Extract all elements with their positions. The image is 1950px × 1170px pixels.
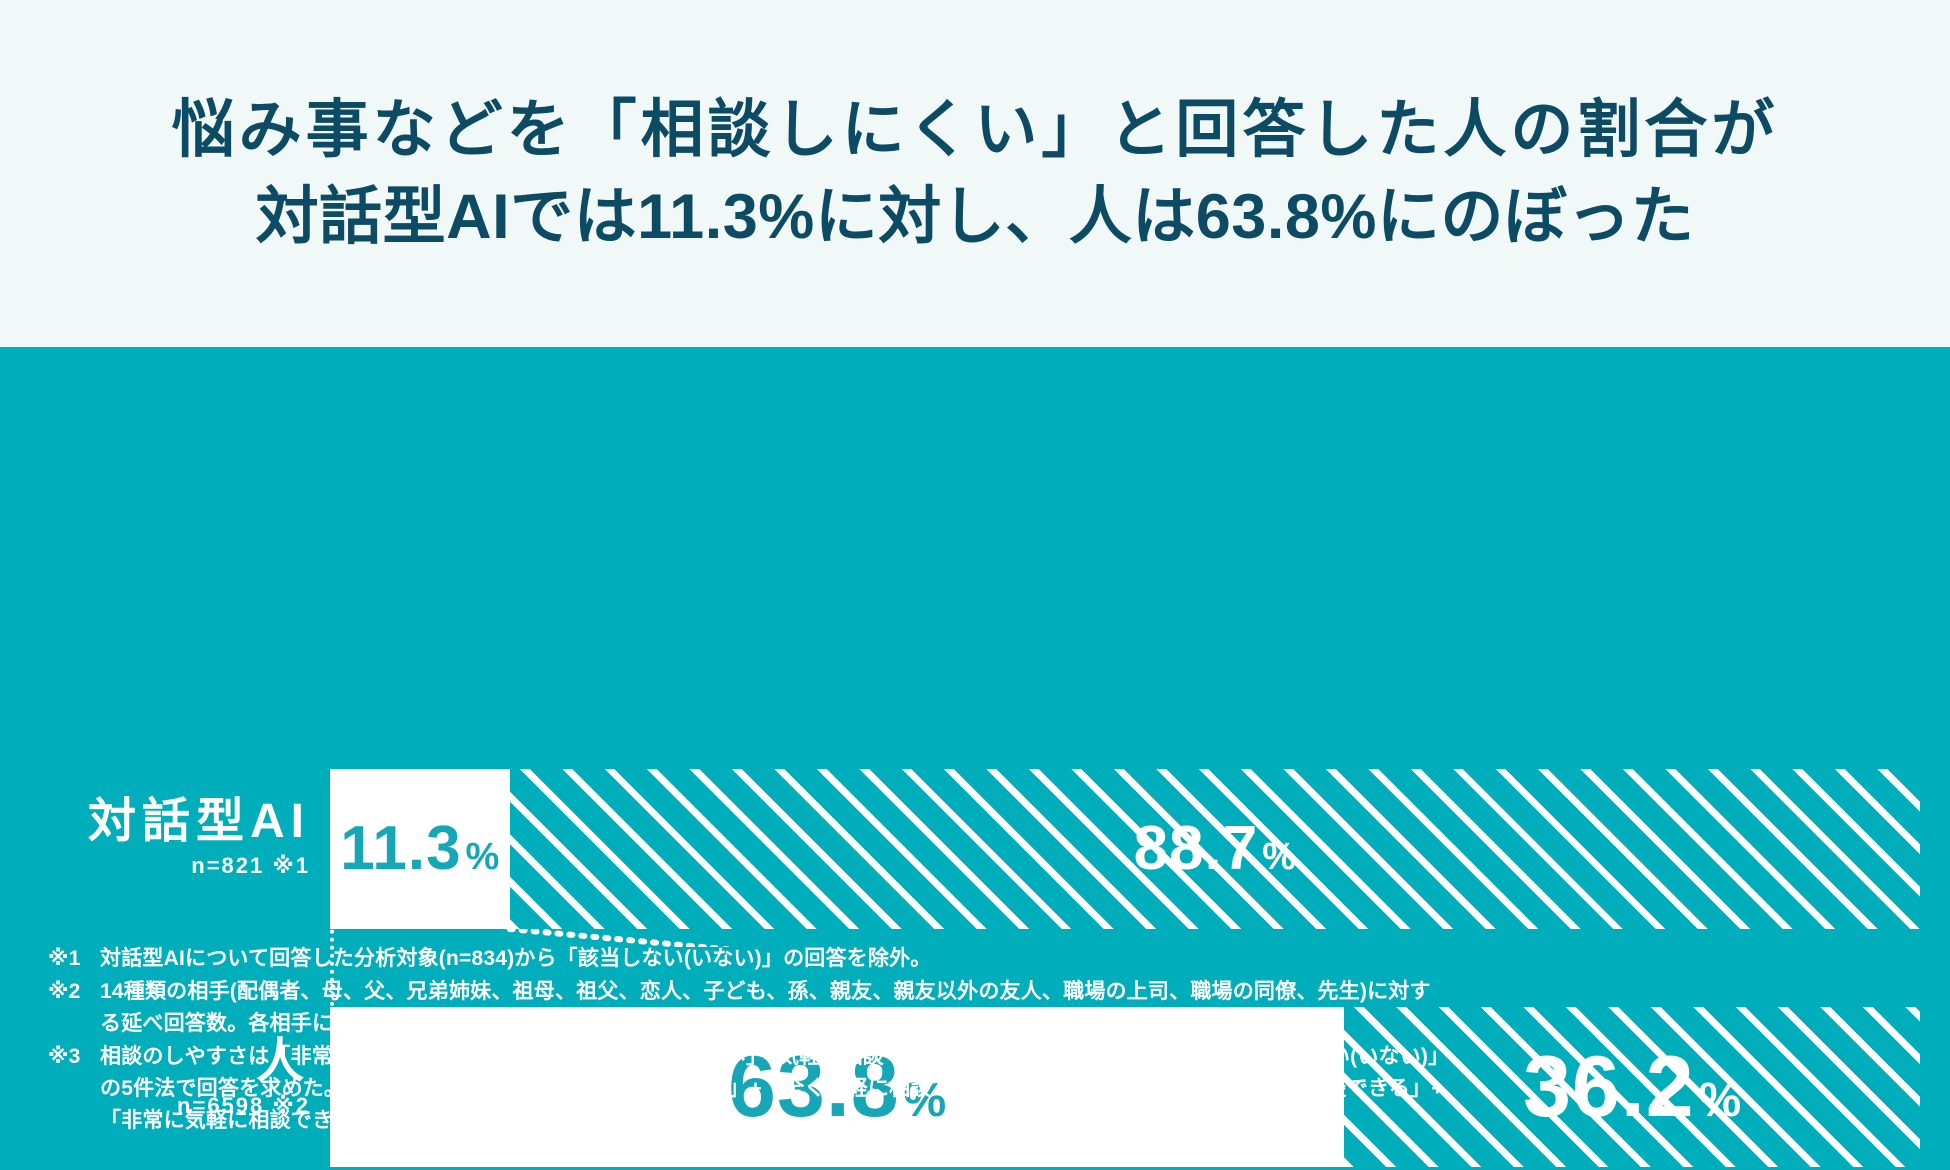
- bar-label-human-name: 人: [255, 1035, 310, 1088]
- bar-label-ai-name: 対話型AI: [87, 795, 310, 848]
- value-human-hard: 63.8%: [728, 1039, 947, 1135]
- header: 悩み事などを「相談しにくい」と回答した人の割合が 対話型AIでは11.3%に対し…: [0, 0, 1950, 347]
- bar-label-human-sublabel: n=6598 ※2: [177, 1093, 310, 1119]
- bar-segment-ai-easy: 88.7%: [509, 769, 1920, 929]
- value-ai-hard: 11.3%: [340, 814, 500, 883]
- bar-label-ai-sublabel: n=821 ※1: [191, 853, 310, 879]
- bar-row-ai: 11.3% 88.7%: [330, 769, 1920, 929]
- footnote-3-body: 相談のしやすさは「非常に気軽に相談できる」「気軽に相談できない」「気軽に相談でき…: [100, 1044, 1444, 1132]
- footnote-3: ※3 相談のしやすさは「非常に気軽に相談できる」「気軽に相談できない」「気軽に相…: [48, 1041, 1448, 1137]
- footnote-2: ※2 14種類の相手(配偶者、母、父、兄弟姉妹、祖母、祖父、恋人、子ども、孫、親…: [48, 976, 1448, 1040]
- stacked-bar-chart: 対話型AI n=821 ※1 人 n=6598 ※2 11.3% 88.7%: [0, 347, 1950, 1167]
- footnote-1-marker: ※1: [48, 947, 81, 970]
- guide-line-origin: [330, 769, 334, 1167]
- bar-segment-human-hard: 63.8%: [330, 1007, 1345, 1167]
- bar-label-ai: 対話型AI n=821 ※1: [30, 795, 310, 879]
- title-line-2: 対話型AIでは11.3%に対し、人は63.8%にのぼった: [255, 181, 1695, 252]
- footnote-1-body: 対話型AIについて回答した分析対象(n=834)から「該当しない(いない)」の回…: [100, 947, 932, 970]
- footnotes: ※1 対話型AIについて回答した分析対象(n=834)から「該当しない(いない)…: [48, 943, 1448, 1137]
- bar-row-human: 63.8% 36.2%: [330, 1007, 1920, 1167]
- bar-label-human: 人 n=6598 ※2: [30, 1035, 310, 1119]
- value-ai-easy: 88.7%: [1133, 814, 1297, 883]
- title-line-1: 悩み事などを「相談しにくい」と回答した人の割合が: [171, 94, 1779, 165]
- value-human-easy: 36.2%: [1523, 1039, 1742, 1135]
- footnote-2-marker: ※2: [48, 979, 81, 1003]
- chart-panel: 対話型AI n=821 ※1 人 n=6598 ※2 11.3% 88.7%: [0, 347, 1950, 1170]
- bar-segment-human-easy: 36.2%: [1344, 1007, 1920, 1167]
- bar-segment-ai-hard: 11.3%: [330, 769, 510, 929]
- footnote-2-body: 14種類の相手(配偶者、母、父、兄弟姉妹、祖母、祖父、恋人、子ども、孫、親友、親…: [100, 979, 1431, 1035]
- footnote-1: ※1 対話型AIについて回答した分析対象(n=834)から「該当しない(いない)…: [48, 943, 1448, 975]
- footnote-3-marker: ※3: [48, 1044, 81, 1068]
